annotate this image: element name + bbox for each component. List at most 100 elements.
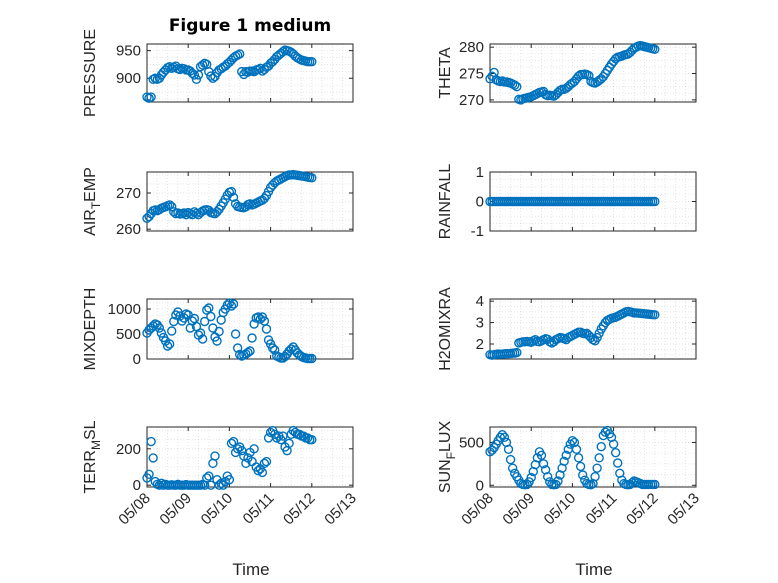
data-point [261, 456, 272, 467]
data-point [505, 454, 516, 465]
data-point [270, 345, 280, 355]
data-point [259, 458, 270, 469]
data-point [199, 316, 210, 327]
x-tick-label: 05/10 [541, 490, 580, 529]
data-point [191, 74, 202, 85]
data-point [249, 444, 259, 454]
data-point [247, 333, 257, 343]
data-point [592, 463, 602, 473]
data-point [164, 339, 175, 349]
data-point [191, 208, 202, 218]
data-point [307, 435, 317, 445]
data-point [503, 444, 514, 454]
data-point [146, 92, 156, 102]
x-tick-label: 05/09 [156, 490, 195, 529]
y-tick-label: -1 [471, 223, 484, 240]
x-tick-label: 05/13 [321, 490, 360, 529]
data-point [241, 458, 251, 469]
data-point [257, 467, 268, 478]
y-axis-label: RAINFALL [437, 164, 454, 240]
y-tick-label: 900 [116, 70, 141, 87]
data-point [650, 310, 660, 320]
axes-4: -1 0 1 RAINFALL [437, 164, 697, 240]
data-point [608, 439, 619, 449]
data-point [284, 438, 294, 449]
data-point [191, 321, 202, 332]
data-point [650, 479, 660, 490]
plot-area [489, 43, 697, 103]
data-point [510, 80, 520, 90]
data-point [600, 427, 611, 437]
x-tick-label: 05/08 [115, 490, 154, 529]
data-point [575, 461, 586, 472]
data-point [226, 438, 237, 449]
data-point [162, 341, 173, 351]
plot-area [489, 426, 697, 488]
data-point [146, 436, 156, 447]
data-point [594, 453, 604, 463]
y-tick-label: 200 [116, 441, 141, 458]
data-point [202, 305, 212, 315]
data-point [524, 477, 534, 487]
data-point [650, 196, 660, 207]
data-point [144, 469, 154, 479]
data-point [181, 210, 191, 220]
axes-7: 0 200 05/08 05/09 05/10 05/11 05/12 05/13 TERRMS… [82, 420, 360, 528]
data-point [596, 442, 606, 452]
data-point [573, 453, 584, 463]
data-point [222, 300, 233, 310]
data-point [610, 448, 621, 458]
data-point [232, 343, 243, 353]
data-point [228, 299, 239, 309]
y-tick-label: 2 [476, 336, 484, 353]
data-point [243, 347, 253, 358]
data-point [584, 70, 594, 81]
data-point [567, 436, 578, 446]
axes-3: 260 270 AIRTEMP [82, 167, 354, 238]
data-point [522, 479, 532, 490]
data-point [230, 329, 241, 339]
axes-8: 0 500 05/08 05/09 05/10 05/11 05/12 05/13 SUNFLU… [437, 421, 703, 529]
x-tick-label: 05/09 [499, 490, 538, 529]
data-point [590, 472, 600, 482]
data-point [193, 70, 204, 80]
data-point [261, 324, 272, 334]
y-tick-label: 3 [476, 315, 484, 332]
data-point [249, 319, 259, 329]
y-axis-label: SUNFLUX [437, 421, 458, 494]
data-point [156, 328, 167, 338]
data-point [542, 472, 553, 482]
data-point [499, 432, 510, 442]
data-point [561, 450, 571, 460]
figure-title: Figure 1 medium [169, 16, 331, 36]
data-point [224, 475, 235, 485]
data-point [204, 471, 214, 481]
y-axis-label: TERRMSL [82, 420, 103, 493]
data-point [526, 472, 536, 483]
data-point [212, 336, 222, 346]
data-point [154, 323, 165, 333]
x-tick-label: 05/10 [198, 490, 237, 529]
y-tick-label: 0 [133, 477, 141, 494]
data-point [594, 328, 604, 338]
data-point [592, 332, 602, 343]
data-point [245, 346, 255, 356]
data-point [197, 60, 208, 70]
data-point [559, 456, 569, 466]
data-point [206, 311, 216, 322]
data-point [197, 334, 208, 344]
y-tick-label: 270 [116, 185, 141, 202]
data-point [495, 432, 505, 442]
data-point [650, 44, 660, 54]
data-point [536, 450, 547, 460]
x-tick-label: 05/11 [583, 490, 621, 528]
x-tick-label: 05/11 [240, 490, 278, 528]
axes-2: 270 275 280 THETA [437, 39, 697, 109]
axes-1: 900 950 PRESSURE [82, 29, 354, 117]
data-point [210, 451, 220, 461]
y-axis-label: AIRTEMP [82, 167, 103, 236]
y-tick-label: 500 [116, 326, 141, 343]
data-point [553, 476, 563, 486]
data-point [228, 192, 239, 203]
y-tick-label: 0 [133, 351, 141, 368]
